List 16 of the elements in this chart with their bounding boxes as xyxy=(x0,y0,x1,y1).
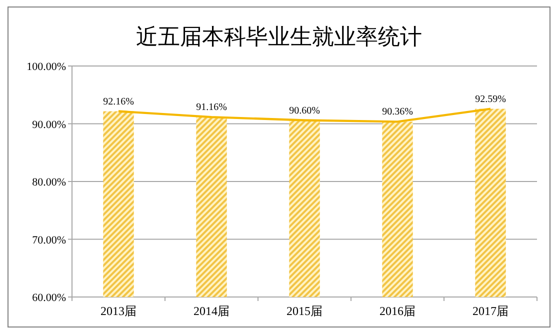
y-tick-label: 100.00% xyxy=(26,61,66,73)
data-label: 90.60% xyxy=(289,105,320,116)
x-tick-label: 2014届 xyxy=(194,304,230,318)
y-tick-label: 90.00% xyxy=(32,118,66,131)
y-tick-label: 60.00% xyxy=(32,292,66,304)
x-tick-label: 2017届 xyxy=(472,304,508,318)
y-tick-label: 70.00% xyxy=(32,234,66,246)
chart-title: 近五届本科毕业生就业率统计 xyxy=(136,24,422,49)
x-tick-label: 2015届 xyxy=(286,304,322,318)
data-label: 92.59% xyxy=(475,94,506,105)
x-tick-label: 2013届 xyxy=(100,304,136,318)
data-label: 90.36% xyxy=(382,106,413,118)
data-label: 92.16% xyxy=(103,96,134,108)
y-tick-label: 80.00% xyxy=(32,176,66,188)
data-label: 91.16% xyxy=(196,102,227,114)
x-tick-label: 2016届 xyxy=(380,304,416,318)
